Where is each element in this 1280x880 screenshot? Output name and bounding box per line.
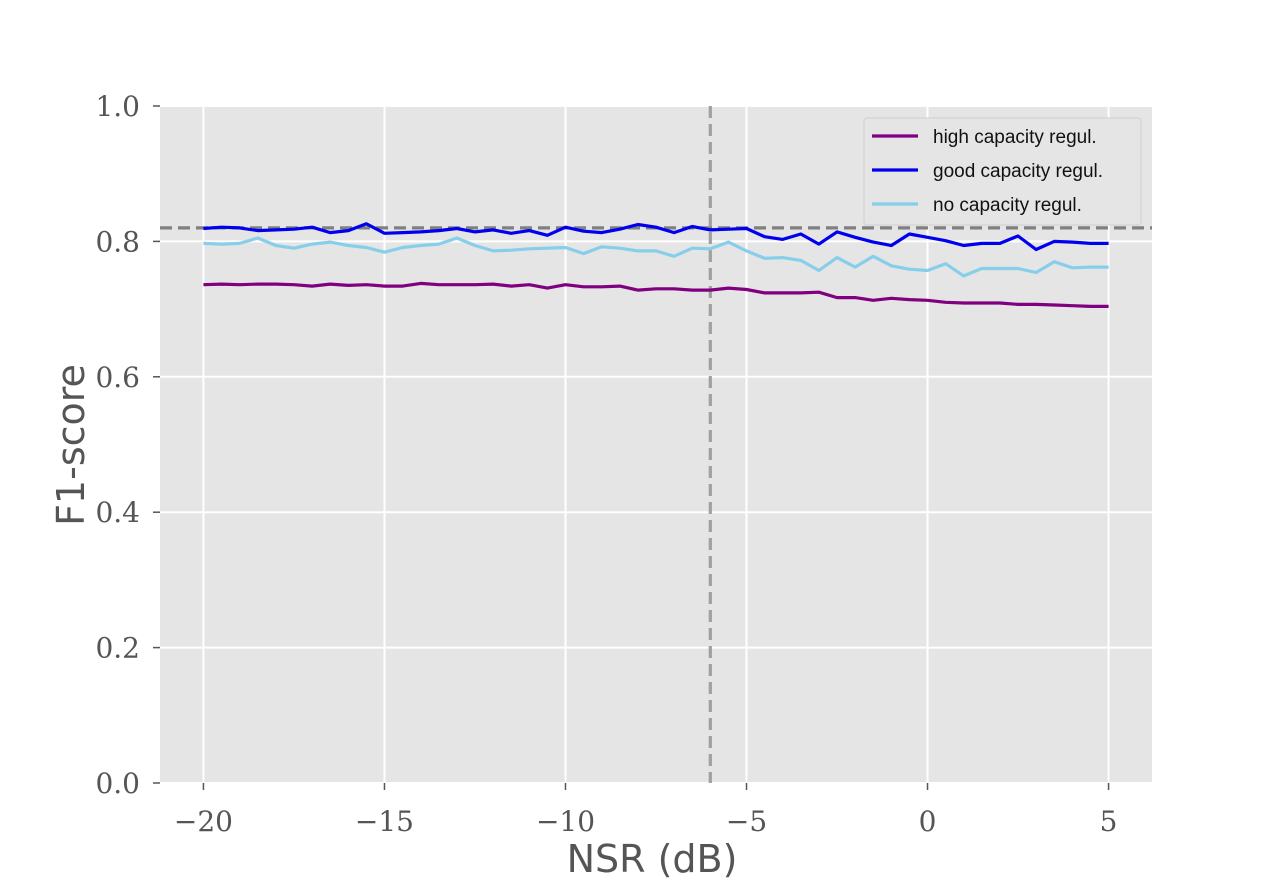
x-tick-label: 0 xyxy=(919,805,937,838)
axes: −20 −15 −10 −5 0 5 0.0 0.2 0.4 0.6 0.8 1.0 xyxy=(95,90,1117,838)
series-line xyxy=(203,236,1109,278)
y-tick-label: 0.4 xyxy=(95,496,140,529)
y-tick-label: 1.0 xyxy=(95,90,140,123)
legend-label: no capacity regul. xyxy=(933,195,1082,216)
x-tick-label: −15 xyxy=(355,805,414,838)
grid xyxy=(160,105,1152,784)
y-tick-label: 0.2 xyxy=(95,632,140,665)
x-tick-label: −20 xyxy=(174,805,233,838)
x-tick-label: −5 xyxy=(726,805,767,838)
series-line xyxy=(203,222,1109,252)
y-tick-label: 0.0 xyxy=(95,767,140,800)
legend-label: good capacity regul. xyxy=(933,161,1103,182)
legend-box xyxy=(863,117,1142,226)
y-tick-label: 0.8 xyxy=(95,225,140,258)
x-axis-title: NSR (dB) xyxy=(567,837,738,880)
legend: high capacity regul. good capacity regul.… xyxy=(863,117,1142,226)
series-lines xyxy=(203,222,1109,308)
legend-label: high capacity regul. xyxy=(933,127,1097,148)
y-axis-title: F1-score xyxy=(49,364,93,526)
x-tick-label: 5 xyxy=(1100,805,1118,838)
y-tick-label: 0.6 xyxy=(95,361,140,394)
series-line xyxy=(203,281,1109,308)
x-tick-label: −10 xyxy=(536,805,595,838)
